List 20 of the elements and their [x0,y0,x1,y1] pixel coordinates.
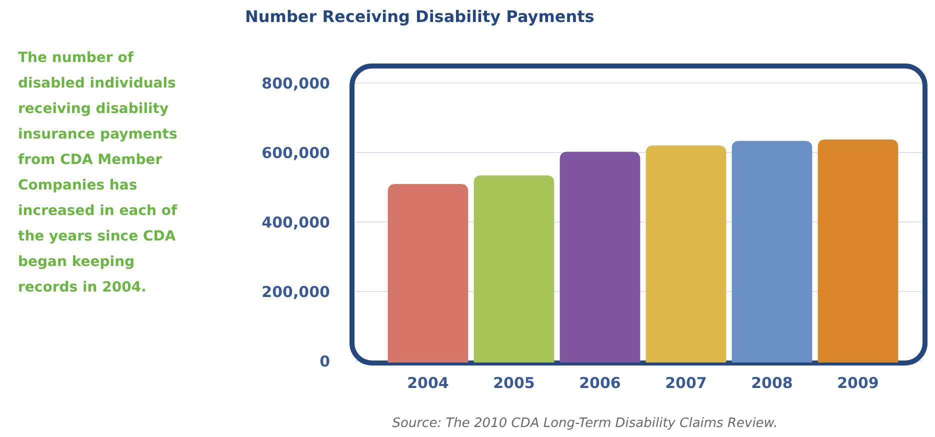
bar [818,140,898,362]
x-tick-label: 2007 [665,374,707,392]
x-tick-label: 2004 [407,374,449,392]
chart-title: Number Receiving Disability Payments [245,7,594,26]
bar [474,175,554,362]
y-tick-label: 800,000 [262,74,330,92]
x-tick-label: 2005 [493,374,535,392]
x-tick-label: 2008 [751,374,793,392]
y-tick-label: 0 [320,352,330,370]
x-tick-label: 2006 [579,374,621,392]
bar [388,184,468,362]
y-tick-label: 600,000 [262,144,330,162]
y-tick-label: 200,000 [262,282,330,301]
y-tick-label: 400,000 [262,213,330,232]
bar [560,152,640,362]
bar [732,140,812,362]
bar [646,145,726,362]
x-tick-label: 2009 [837,374,879,392]
source-note: Source: The 2010 CDA Long-Term Disability Claims Review. [392,416,778,431]
text: The number of disabled individuals receiving disability insurance payments from CDA Member Companies has increased in each of the years since CDA began keeping records in 2004. [18,50,178,296]
